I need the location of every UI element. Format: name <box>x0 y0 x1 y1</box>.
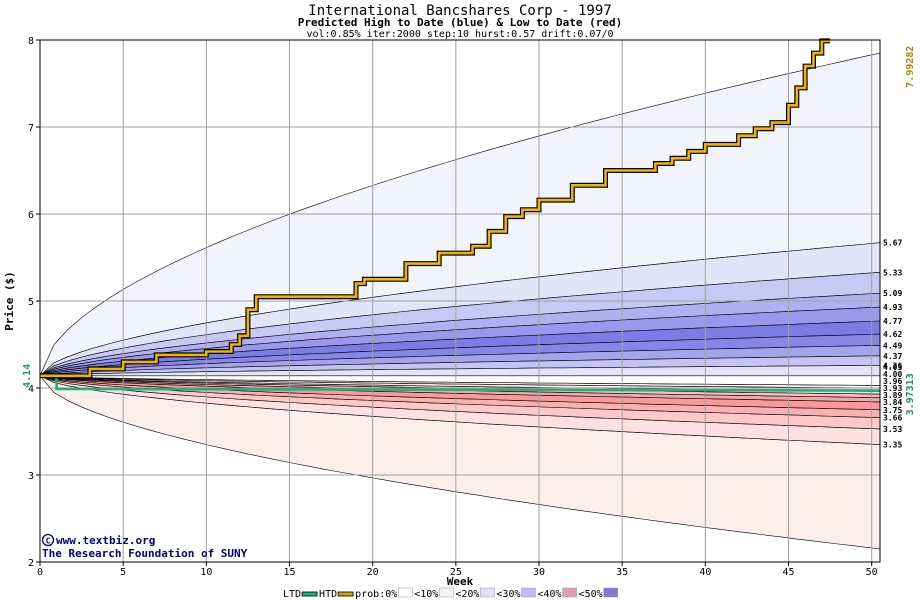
upper-band-label: 4.49 <box>883 341 902 350</box>
credit-website: www.textbiz.org <box>56 534 155 547</box>
x-tick-label: 10 <box>200 567 212 578</box>
x-tick-label: 30 <box>533 567 545 578</box>
y-tick-label: 6 <box>28 210 34 221</box>
credit-organization: The Research Foundation of SUNY <box>42 547 248 560</box>
lower-band-label: 3.35 <box>883 441 902 450</box>
chart-subtitle: Predicted High to Date (blue) & Low to D… <box>298 16 623 29</box>
x-tick-label: 40 <box>699 567 711 578</box>
x-tick-label: 35 <box>616 567 628 578</box>
lower-band-label: 3.75 <box>883 406 902 415</box>
credits: C www.textbiz.org The Research Foundatio… <box>41 533 248 560</box>
legend-label: HTD <box>319 589 337 600</box>
legend-label: <10% <box>414 589 438 600</box>
lower-band-label: 3.96 <box>883 377 902 386</box>
lower-band-label: 3.93 <box>883 384 902 393</box>
upper-band-label: 5.09 <box>883 289 902 298</box>
legend-band-swatch <box>521 587 536 598</box>
ltd-final-value-label: 3.97313 <box>905 373 916 415</box>
chart-parameters: vol:0.85% iter:2000 step:10 hurst:0.57 d… <box>306 29 613 40</box>
x-tick-label: 45 <box>782 567 794 578</box>
legend-label: <50% <box>579 589 603 600</box>
legend: LTD HTD prob:0% <10% <20% <30% <40% <50% <box>283 587 618 600</box>
legend-band-swatch <box>562 587 577 598</box>
start-value-label: 4.14 <box>22 364 33 388</box>
x-axis-label: Week <box>447 575 474 588</box>
y-tick-label: 8 <box>28 36 34 47</box>
upper-band-label: 5.33 <box>883 268 902 277</box>
band-end-labels: 5.67 5.33 5.09 4.93 4.77 4.62 4.49 4.374.26 3.35… <box>883 239 902 450</box>
copyright-icon-letter: C <box>46 537 51 546</box>
legend-band-swatch <box>480 587 495 598</box>
y-tick-label: 4 <box>28 384 34 395</box>
chart-title: International Bancshares Corp - 1997 <box>308 3 611 19</box>
copyright-icon <box>41 533 55 547</box>
upper-band-label: 5.67 <box>883 239 902 248</box>
x-tick-label: 25 <box>450 567 462 578</box>
lower-band-label: 4.00 <box>883 370 902 379</box>
legend-label: prob:0% <box>355 589 397 600</box>
x-tick-label: 50 <box>866 567 878 578</box>
x-tick-label: 5 <box>120 567 126 578</box>
grid-lines <box>40 40 880 562</box>
htd-line <box>40 39 831 378</box>
legend-band-swatch <box>439 587 454 598</box>
upper-band-label: 4.77 <box>883 317 902 326</box>
y-tick-label: 3 <box>28 471 34 482</box>
legend-label: <20% <box>455 589 479 600</box>
x-axis-ticks: 0 5 10 15 20 25 30 35 40 45 50 <box>37 562 878 578</box>
upper-band-label: 4.93 <box>883 303 902 312</box>
probability-bands <box>39 52 881 550</box>
x-tick-label: 0 <box>37 567 43 578</box>
htd-final-value-label: 7.99282 <box>905 46 916 88</box>
lower-band-label: 3.53 <box>883 425 902 434</box>
upper-band-label: 4.62 <box>883 330 902 339</box>
lower-band-label: 3.66 <box>883 414 902 423</box>
y-tick-label: 5 <box>28 297 34 308</box>
legend-label: <40% <box>538 589 562 600</box>
legend-line-swatch <box>337 591 354 597</box>
legend-label: LTD <box>283 589 301 600</box>
y-tick-label: 7 <box>28 123 34 134</box>
series-lines <box>40 38 881 392</box>
lower-band-label: 3.89 <box>883 391 902 400</box>
y-axis-ticks: 2 3 4 5 6 7 8 <box>28 36 40 569</box>
y-tick-label: 2 <box>28 558 34 569</box>
x-tick-label: 15 <box>283 567 295 578</box>
lower-band-label: 3.84 <box>883 398 902 407</box>
lower-band-label: 4.03 <box>883 363 902 372</box>
legend-label: <30% <box>496 589 520 600</box>
legend-line-swatch <box>301 591 318 597</box>
x-tick-label: 20 <box>367 567 379 578</box>
upper-band-label: 4.37 <box>883 352 902 361</box>
upper-band-label: 4.26 <box>883 361 902 370</box>
legend-band-swatch <box>603 587 618 598</box>
legend-band-swatch <box>398 587 413 598</box>
y-axis-label: Price ($) <box>3 271 16 331</box>
